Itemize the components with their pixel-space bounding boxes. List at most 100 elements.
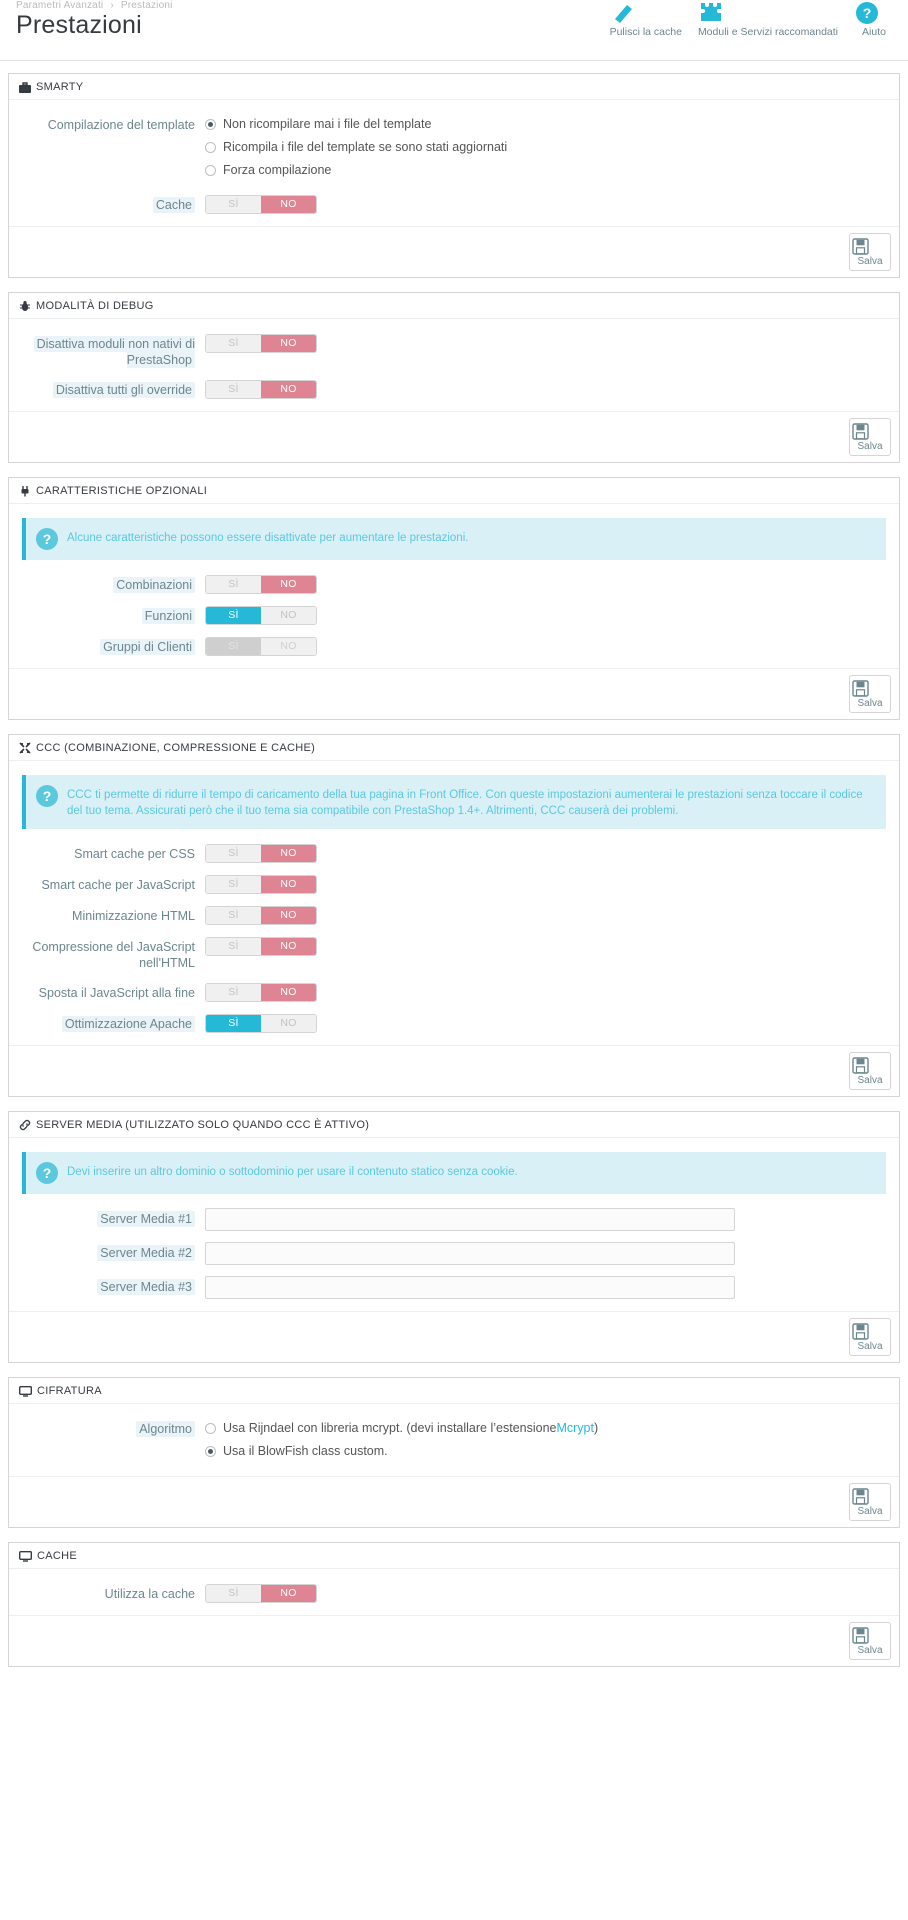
smart-cache-js-toggle[interactable]: SÌ NO — [205, 875, 317, 894]
disable-overrides-toggle[interactable]: SÌ NO — [205, 380, 317, 399]
save-button[interactable]: Salva — [849, 675, 891, 713]
floppy-disk-icon — [852, 680, 888, 697]
smart-cache-css-toggle[interactable]: SÌ NO — [205, 844, 317, 863]
help-button[interactable]: ? Aiuto — [846, 0, 902, 39]
row-minify-html: Minimizzazione HTML SÌ NO — [19, 905, 889, 925]
briefcase-icon — [19, 81, 31, 93]
clear-cache-button[interactable]: Pulisci la cache — [602, 0, 690, 39]
media-server-2-input[interactable] — [205, 1242, 735, 1265]
smarty-cache-toggle[interactable]: SÌ NO — [205, 195, 317, 214]
toggle-yes[interactable]: SÌ — [206, 907, 261, 924]
toggle-no[interactable]: NO — [261, 335, 316, 352]
toggle-yes[interactable]: SÌ — [206, 876, 261, 893]
media-server-3-input[interactable] — [205, 1276, 735, 1299]
radio-blowfish[interactable]: Usa il BlowFish class custom. — [205, 1441, 889, 1461]
smart-cache-js-label: Smart cache per JavaScript — [41, 878, 195, 892]
panel-debug-footer: Salva — [9, 411, 899, 462]
plug-icon — [19, 485, 31, 497]
floppy-disk-icon — [852, 1627, 888, 1644]
toggle-yes[interactable]: SÌ — [206, 938, 261, 955]
disable-non-native-modules-toggle[interactable]: SÌ NO — [205, 334, 317, 353]
toggle-no[interactable]: NO — [261, 984, 316, 1001]
radio-recompile-if-updated[interactable]: Ricompila i file del template se sono st… — [205, 137, 889, 157]
toggle-yes[interactable]: SÌ — [206, 1015, 261, 1032]
save-button[interactable]: Salva — [849, 1318, 891, 1356]
save-button[interactable]: Salva — [849, 418, 891, 456]
panel-debug-body: Disattiva moduli non nativi di PrestaSho… — [9, 319, 899, 411]
media-server-1-field — [205, 1208, 889, 1231]
save-button-label: Salva — [857, 1645, 883, 1656]
radio-force-compile[interactable]: Forza compilazione — [205, 160, 889, 180]
eraser-icon — [610, 0, 682, 26]
combinations-toggle[interactable]: SÌ NO — [205, 575, 317, 594]
toggle-no[interactable]: NO — [261, 845, 316, 862]
save-button[interactable]: Salva — [849, 1483, 891, 1521]
smart-cache-css-label: Smart cache per CSS — [74, 847, 195, 861]
save-button-label: Salva — [857, 256, 883, 267]
toggle-yes[interactable]: SÌ — [206, 984, 261, 1001]
row-media-server-2: Server Media #2 — [19, 1242, 889, 1265]
panel-cache: CACHE Utilizza la cache SÌ NO Salva — [8, 1542, 900, 1667]
puzzle-icon — [698, 0, 838, 26]
breadcrumb-separator: › — [110, 0, 114, 8]
row-use-cache: Utilizza la cache SÌ NO — [19, 1583, 889, 1603]
radio-force-compile-label: Forza compilazione — [223, 163, 332, 177]
radio-rijndael-mcrypt[interactable]: Usa Rijndael con libreria mcrypt. (devi … — [205, 1418, 889, 1438]
toggle-no[interactable]: NO — [261, 607, 316, 624]
toggle-yes[interactable]: SÌ — [206, 196, 261, 213]
save-button[interactable]: Salva — [849, 233, 891, 271]
apache-optimization-toggle[interactable]: SÌ NO — [205, 1014, 317, 1033]
toggle-yes[interactable]: SÌ — [206, 845, 261, 862]
toggle-no[interactable]: NO — [261, 938, 316, 955]
compress-inline-js-toggle[interactable]: SÌ NO — [205, 937, 317, 956]
use-cache-toggle[interactable]: SÌ NO — [205, 1584, 317, 1603]
floppy-disk-icon — [852, 423, 888, 440]
mcrypt-link[interactable]: Mcrypt — [556, 1421, 594, 1435]
toggle-yes[interactable]: SÌ — [206, 381, 261, 398]
move-js-to-end-toggle[interactable]: SÌ NO — [205, 983, 317, 1002]
save-button[interactable]: Salva — [849, 1622, 891, 1660]
breadcrumb-item-parent[interactable]: Parametri Avanzati — [16, 0, 104, 8]
toggle-yes[interactable]: SÌ — [206, 576, 261, 593]
toggle-no[interactable]: NO — [261, 876, 316, 893]
recommended-modules-button[interactable]: Moduli e Servizi raccomandati — [690, 0, 846, 39]
save-button[interactable]: Salva — [849, 1052, 891, 1090]
panel-smarty-heading: SMARTY — [9, 74, 899, 100]
toggle-yes[interactable]: SÌ — [206, 607, 261, 624]
media-server-1-input[interactable] — [205, 1208, 735, 1231]
minify-html-field: SÌ NO — [205, 905, 889, 925]
toggle-no[interactable]: NO — [261, 196, 316, 213]
toggle-no[interactable]: NO — [261, 1015, 316, 1032]
radio-never-recompile[interactable]: Non ricompilare mai i file del template — [205, 114, 889, 134]
minify-html-toggle[interactable]: SÌ NO — [205, 906, 317, 925]
panel-optional-features-body: ? Alcune caratteristiche possono essere … — [9, 504, 899, 668]
toggle-no[interactable]: NO — [261, 381, 316, 398]
radio-rijndael-text-before: Usa Rijndael con libreria mcrypt. (devi … — [223, 1421, 557, 1435]
toggle-yes[interactable]: SÌ — [206, 335, 261, 352]
panel-optional-features: CARATTERISTICHE OPZIONALI ? Alcune carat… — [8, 477, 900, 720]
recommended-modules-label: Moduli e Servizi raccomandati — [697, 26, 838, 38]
panel-smarty-footer: Salva — [9, 226, 899, 277]
toggle-no[interactable]: NO — [261, 1585, 316, 1602]
customer-groups-field: SÌ NO — [205, 636, 889, 656]
toggle-yes[interactable]: SÌ — [206, 1585, 261, 1602]
panel-ciphering-heading: CIFRATURA — [9, 1378, 899, 1404]
panel-cache-footer: Salva — [9, 1615, 899, 1666]
media-server-3-label: Server Media #3 — [19, 1276, 205, 1295]
panel-media-servers-heading: SERVER MEDIA (UTILIZZATO SOLO QUANDO CCC… — [9, 1112, 899, 1138]
panel-optional-features-title: CARATTERISTICHE OPZIONALI — [36, 485, 208, 497]
panel-debug-heading: MODALITÀ DI DEBUG — [9, 293, 899, 319]
radio-recompile-if-updated-label: Ricompila i file del template se sono st… — [223, 140, 508, 154]
optional-features-info-text: Alcune caratteristiche possono essere di… — [67, 532, 469, 544]
radio-dot-icon — [205, 141, 216, 153]
use-cache-label: Utilizza la cache — [104, 1587, 195, 1601]
radio-blowfish-label: Usa il BlowFish class custom. — [223, 1444, 388, 1458]
row-media-server-1: Server Media #1 — [19, 1208, 889, 1231]
move-js-to-end-label: Sposta il JavaScript alla fine — [38, 986, 195, 1000]
panel-smarty-body: Compilazione del template Non ricompilar… — [9, 100, 899, 226]
toggle-no[interactable]: NO — [261, 576, 316, 593]
media-server-2-label: Server Media #2 — [19, 1242, 205, 1261]
toggle-no[interactable]: NO — [261, 907, 316, 924]
features-label: Funzioni — [19, 605, 205, 624]
features-toggle[interactable]: SÌ NO — [205, 606, 317, 625]
